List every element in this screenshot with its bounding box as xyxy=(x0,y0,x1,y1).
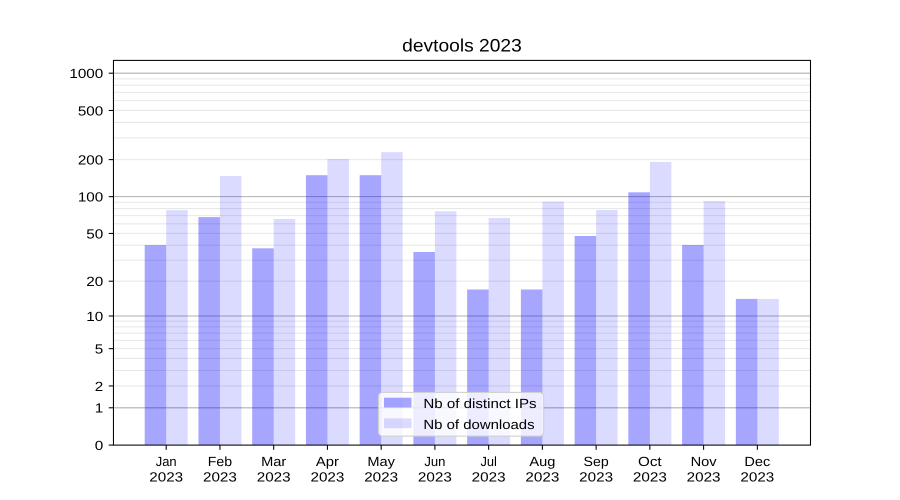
svg-text:1: 1 xyxy=(95,401,104,416)
svg-text:Nov: Nov xyxy=(691,454,717,469)
svg-text:Feb: Feb xyxy=(208,454,232,469)
svg-text:Nb of downloads: Nb of downloads xyxy=(423,417,535,432)
svg-text:Nb of distinct IPs: Nb of distinct IPs xyxy=(423,396,537,411)
svg-text:2023: 2023 xyxy=(257,470,291,485)
svg-text:2023: 2023 xyxy=(310,470,344,485)
svg-text:2023: 2023 xyxy=(579,470,613,485)
svg-text:devtools 2023: devtools 2023 xyxy=(402,36,522,56)
svg-text:Aug: Aug xyxy=(529,454,555,469)
svg-text:200: 200 xyxy=(78,152,103,167)
svg-text:2: 2 xyxy=(95,379,104,394)
svg-text:2023: 2023 xyxy=(149,470,183,485)
svg-text:Oct: Oct xyxy=(638,454,662,469)
svg-text:2023: 2023 xyxy=(687,470,721,485)
svg-text:20: 20 xyxy=(86,274,103,289)
svg-text:5: 5 xyxy=(95,341,104,356)
svg-text:Mar: Mar xyxy=(261,454,287,469)
svg-text:2023: 2023 xyxy=(525,470,559,485)
svg-text:2023: 2023 xyxy=(418,470,452,485)
svg-text:2023: 2023 xyxy=(472,470,506,485)
svg-text:50: 50 xyxy=(86,226,103,241)
svg-text:Dec: Dec xyxy=(744,454,770,469)
svg-text:10: 10 xyxy=(86,309,103,324)
svg-text:Sep: Sep xyxy=(584,454,609,469)
svg-text:0: 0 xyxy=(95,438,104,453)
svg-text:Apr: Apr xyxy=(316,454,340,469)
svg-text:Jan: Jan xyxy=(156,454,177,469)
svg-text:2023: 2023 xyxy=(633,470,667,485)
svg-text:May: May xyxy=(367,454,395,469)
svg-text:Jul: Jul xyxy=(480,454,496,469)
svg-text:Jun: Jun xyxy=(424,454,445,469)
svg-text:100: 100 xyxy=(78,189,103,204)
svg-text:500: 500 xyxy=(78,103,103,118)
svg-text:2023: 2023 xyxy=(740,470,774,485)
svg-text:1000: 1000 xyxy=(69,66,103,81)
svg-text:2023: 2023 xyxy=(203,470,237,485)
svg-text:2023: 2023 xyxy=(364,470,398,485)
